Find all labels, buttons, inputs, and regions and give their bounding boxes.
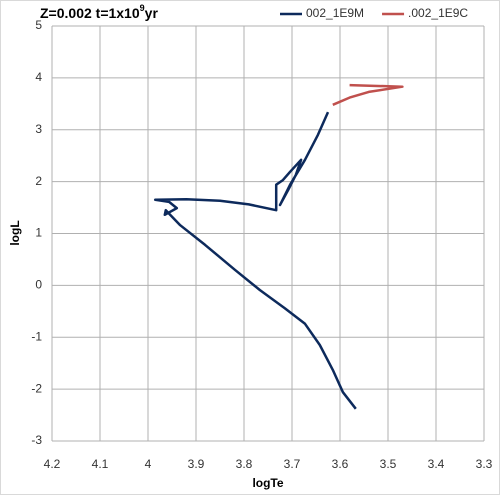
legend-label: .002_1E9C (408, 6, 468, 20)
x-axis-title: logTe (252, 476, 283, 490)
x-tick-label: 3.3 (476, 457, 493, 471)
title-suffix: yr (145, 5, 159, 21)
series-line (153, 111, 357, 410)
legend-label: 002_1E9M (306, 6, 364, 20)
x-tick-label: 3.6 (332, 457, 349, 471)
y-tick-label: 4 (35, 70, 42, 84)
y-tick-label: -1 (31, 329, 42, 343)
title-exponent: 9 (140, 3, 145, 13)
y-tick-label: -3 (31, 433, 42, 447)
x-tick-label: 3.8 (236, 457, 253, 471)
chart-title: Z=0.002 t=1x109yr (40, 3, 158, 20)
y-tick-label: 1 (35, 226, 42, 240)
x-tick-label: 3.9 (188, 457, 205, 471)
y-tick-label: -2 (31, 381, 42, 395)
title-main: Z=0.002 t=1x10 (40, 5, 140, 21)
x-tick-label: 4 (145, 457, 152, 471)
y-tick-label: 3 (35, 122, 42, 136)
x-tick-label: 3.7 (284, 457, 301, 471)
x-tick-label: 3.4 (428, 457, 445, 471)
y-axis-title: logL (8, 220, 22, 245)
x-tick-label: 4.1 (92, 457, 109, 471)
y-tick-label: 2 (35, 174, 42, 188)
y-tick-label: 5 (35, 18, 42, 32)
y-tick-label: 0 (35, 278, 42, 292)
x-tick-label: 3.5 (380, 457, 397, 471)
series-line (332, 83, 404, 106)
x-tick-label: 4.2 (44, 457, 61, 471)
